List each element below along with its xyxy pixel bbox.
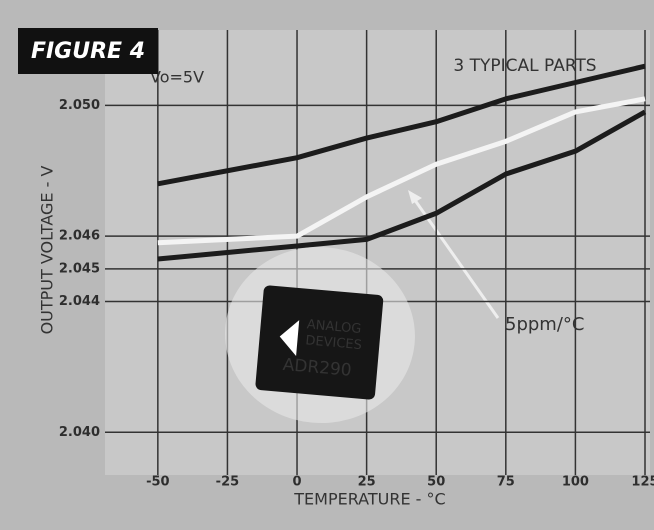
x-tick-label: 50: [427, 475, 445, 490]
chart: 3 TYPICAL PARTS Vo=5V TEMPERATURE - °C O…: [0, 0, 654, 530]
x-tick-label: 25: [358, 475, 376, 490]
y-axis-label: OUTPUT VOLTAGE - V: [38, 166, 57, 335]
x-tick-label: 100: [562, 475, 589, 490]
x-axis-label: TEMPERATURE - °C: [293, 490, 445, 509]
x-tick-label: 125: [631, 475, 654, 490]
screenshot: 3 TYPICAL PARTS Vo=5V TEMPERATURE - °C O…: [0, 0, 654, 530]
x-tick-label: -50: [146, 475, 170, 490]
y-tick-label: 2.046: [59, 229, 100, 244]
annotation: 5ppm/°C: [505, 314, 584, 335]
y-tick-label: 2.050: [59, 98, 100, 113]
y-tick-label: 2.045: [59, 261, 100, 276]
x-tick-label: 75: [497, 475, 515, 490]
y-tick-label: 2.044: [59, 294, 100, 309]
plot-background: [105, 30, 650, 475]
x-tick-label: -25: [216, 475, 240, 490]
x-tick-label: 0: [293, 475, 302, 490]
y-tick-label: 2.040: [59, 425, 100, 440]
figure-label: FIGURE 4: [31, 39, 145, 64]
